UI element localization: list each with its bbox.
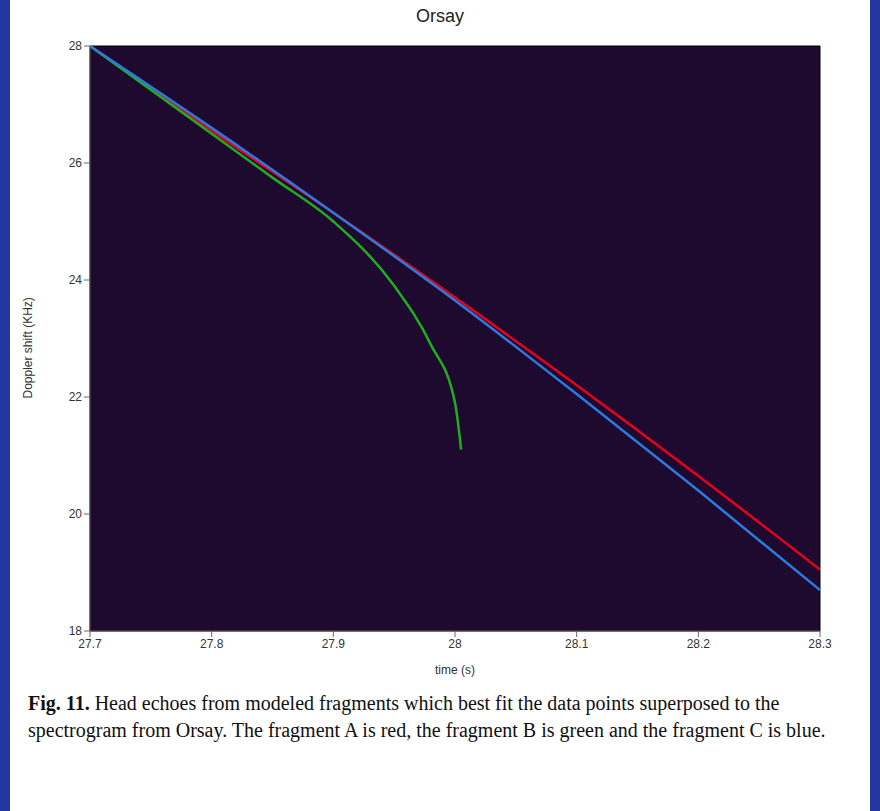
svg-text:28: 28 <box>448 637 462 651</box>
svg-text:27.8: 27.8 <box>200 637 224 651</box>
svg-text:28.2: 28.2 <box>687 637 711 651</box>
svg-text:20: 20 <box>69 507 83 521</box>
svg-text:27.9: 27.9 <box>322 637 346 651</box>
svg-text:18: 18 <box>69 624 83 638</box>
html-text:Orsay: Orsay <box>416 6 464 26</box>
html-text:Fig. 11. Head echoes from mode: Fig. 11. Head echoes from modeled fragme… <box>28 692 826 741</box>
svg-text:22: 22 <box>69 390 83 404</box>
svg-text:26: 26 <box>69 156 83 170</box>
svg-text:time (s): time (s) <box>435 663 475 677</box>
svg-text:Doppler shift (KHz): Doppler shift (KHz) <box>21 297 35 398</box>
svg-text:28.1: 28.1 <box>565 637 589 651</box>
svg-text:28: 28 <box>69 39 83 53</box>
svg-text:28.3: 28.3 <box>808 637 832 651</box>
svg-text:24: 24 <box>69 273 83 287</box>
svg-text:27.7: 27.7 <box>78 637 102 651</box>
